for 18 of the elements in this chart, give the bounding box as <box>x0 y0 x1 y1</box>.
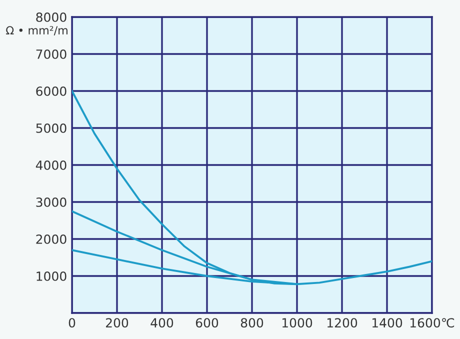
y-tick-label: 8000 <box>36 12 66 22</box>
y-tick-label: 7000 <box>36 49 66 59</box>
x-tick-label: 800 <box>240 318 264 328</box>
y-tick-label: 5000 <box>36 123 66 133</box>
y-tick-label: 3000 <box>36 197 66 207</box>
x-tick-label: 1200 <box>327 318 358 328</box>
y-tick-label: 1000 <box>36 271 66 281</box>
x-tick-label: 1000 <box>282 318 312 328</box>
y-tick-label: 2000 <box>36 234 66 244</box>
x-tick-label: 600 <box>196 318 218 328</box>
x-tick-label: 400 <box>150 318 174 328</box>
x-tick-label: 1400 <box>372 318 402 328</box>
x-tick-label: 1600℃ <box>410 318 454 328</box>
x-tick-label: 0 <box>68 318 76 328</box>
y-tick-label: 6000 <box>36 86 66 96</box>
y-axis-title: Ω • mm²/m <box>6 26 68 36</box>
x-tick-label: 200 <box>106 318 128 328</box>
y-tick-label: 4000 <box>36 160 66 170</box>
